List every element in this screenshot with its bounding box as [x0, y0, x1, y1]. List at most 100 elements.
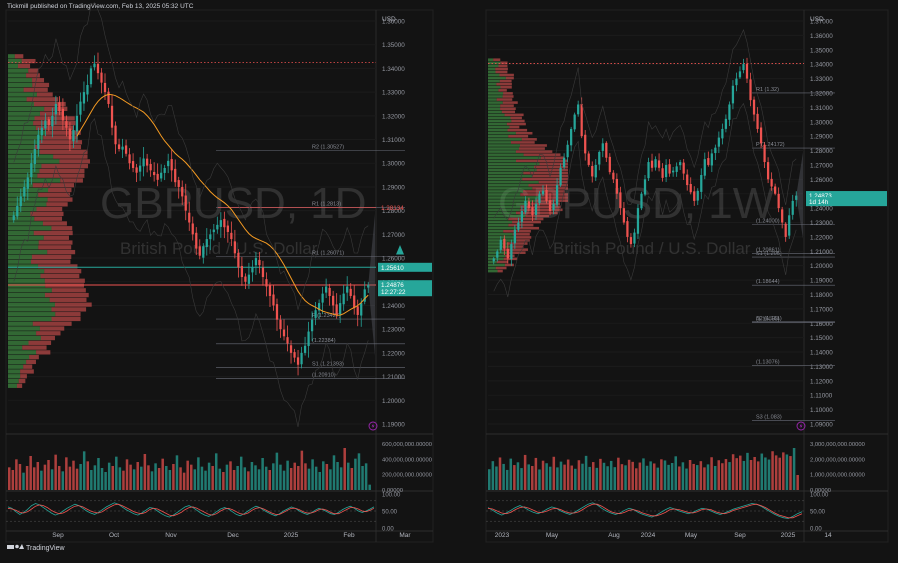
profile-bar-down [532, 187, 568, 190]
price-level-label: S2 (1.161) [756, 316, 782, 322]
x-tick-label: 2025 [284, 532, 299, 539]
price-level-label: (1.13076) [756, 359, 780, 365]
volume-bar [104, 472, 107, 490]
candle-up [675, 166, 678, 172]
volume-bar [175, 455, 179, 490]
profile-bar-up [8, 350, 37, 355]
y-tick-label: 1.32000 [810, 90, 833, 97]
y-tick-label: 1.26000 [382, 256, 405, 263]
profile-bar-up [8, 249, 48, 255]
candle-down [531, 207, 534, 216]
profile-bar-down [508, 251, 526, 254]
profile-bar-down [16, 383, 23, 388]
profile-bar-down [511, 245, 524, 248]
candle-down [191, 223, 194, 235]
candle-up [138, 165, 142, 172]
profile-bar-down [519, 208, 563, 212]
volume-bar [721, 463, 724, 490]
volume-bar [656, 467, 660, 490]
candle-up [524, 200, 527, 213]
volume-bar [22, 472, 25, 490]
profile-bar-down [44, 269, 82, 274]
candle-up [735, 78, 738, 86]
profile-bar-down [540, 196, 568, 199]
candle-up [26, 177, 29, 189]
candle-down [661, 168, 664, 178]
projection-cone [796, 152, 803, 239]
candle-down [657, 160, 661, 168]
candle-up [573, 114, 576, 130]
candle-up [163, 167, 166, 173]
x-tick-label: 14 [824, 532, 832, 539]
volume-bar [72, 460, 75, 490]
profile-bar-down [54, 302, 92, 307]
profile-bar-down [505, 254, 515, 258]
profile-bar-down [519, 147, 545, 150]
volume-bar [688, 460, 692, 490]
tradingview-logo[interactable]: TradingView [7, 544, 65, 552]
candle-up [205, 239, 208, 248]
projection-cone [368, 213, 375, 356]
candle-down [153, 171, 156, 176]
volume-bar [261, 458, 264, 490]
profile-bar-up [8, 216, 35, 221]
oscillator-tick-label: 50.00 [810, 510, 826, 516]
profile-bar-down [522, 177, 568, 181]
candle-up [696, 190, 699, 201]
profile-bar-down [36, 331, 61, 336]
y-tick-label: 1.37000 [810, 19, 833, 26]
profile-bar-down [508, 223, 534, 227]
volume-bar [18, 464, 22, 490]
profile-bar-down [497, 269, 503, 273]
y-tick-label: 1.14000 [810, 350, 833, 357]
candle-up [121, 146, 124, 150]
volume-bar [548, 466, 552, 490]
profile-bar-down [498, 64, 508, 68]
volume-bar [592, 462, 595, 490]
profile-bar-up [488, 110, 502, 114]
profile-bar-down [20, 374, 27, 379]
volume-bar [782, 452, 785, 490]
profile-bar-down [36, 206, 63, 212]
profile-bar-up [8, 178, 61, 183]
candle-down [349, 288, 352, 296]
profile-bar-down [511, 141, 535, 144]
volume-bar [728, 462, 731, 490]
volume-bar [65, 457, 68, 490]
oscillator-tick-label: 100.00 [810, 493, 829, 499]
volume-bar [681, 462, 685, 490]
volume-bar [570, 465, 573, 490]
candle-down [184, 195, 187, 211]
envelope-upper [493, 29, 797, 221]
profile-bar-down [33, 121, 76, 126]
candle-up [247, 274, 251, 284]
candle-up [601, 143, 604, 151]
price-tag-red-line: 1.28134 [381, 205, 404, 212]
profile-bar-up [488, 147, 520, 150]
candle-down [777, 193, 780, 209]
y-tick-label: 1.10000 [810, 407, 833, 414]
volume-bar [746, 452, 749, 490]
profile-bar-down [41, 164, 89, 169]
candle-down [615, 178, 618, 194]
volume-bar [254, 465, 257, 490]
candle-up [538, 193, 541, 203]
oscillator-tick-label: 50.00 [382, 510, 398, 516]
profile-bar-up [488, 98, 497, 101]
profile-bar-down [500, 104, 514, 107]
profile-bar-up [488, 82, 497, 86]
profile-bar-down [28, 340, 52, 345]
profile-bar-down [508, 217, 544, 221]
volume-bar [329, 469, 332, 490]
profile-bar-down [44, 278, 85, 283]
y-tick-label: 1.31000 [382, 137, 405, 144]
candle-down [149, 164, 152, 171]
oscillator-d-line [7, 503, 375, 517]
candle-down [258, 259, 261, 266]
profile-bar-down [32, 183, 75, 188]
candle-up [570, 128, 573, 146]
candle-up [37, 134, 40, 149]
volume-bar [36, 462, 40, 490]
